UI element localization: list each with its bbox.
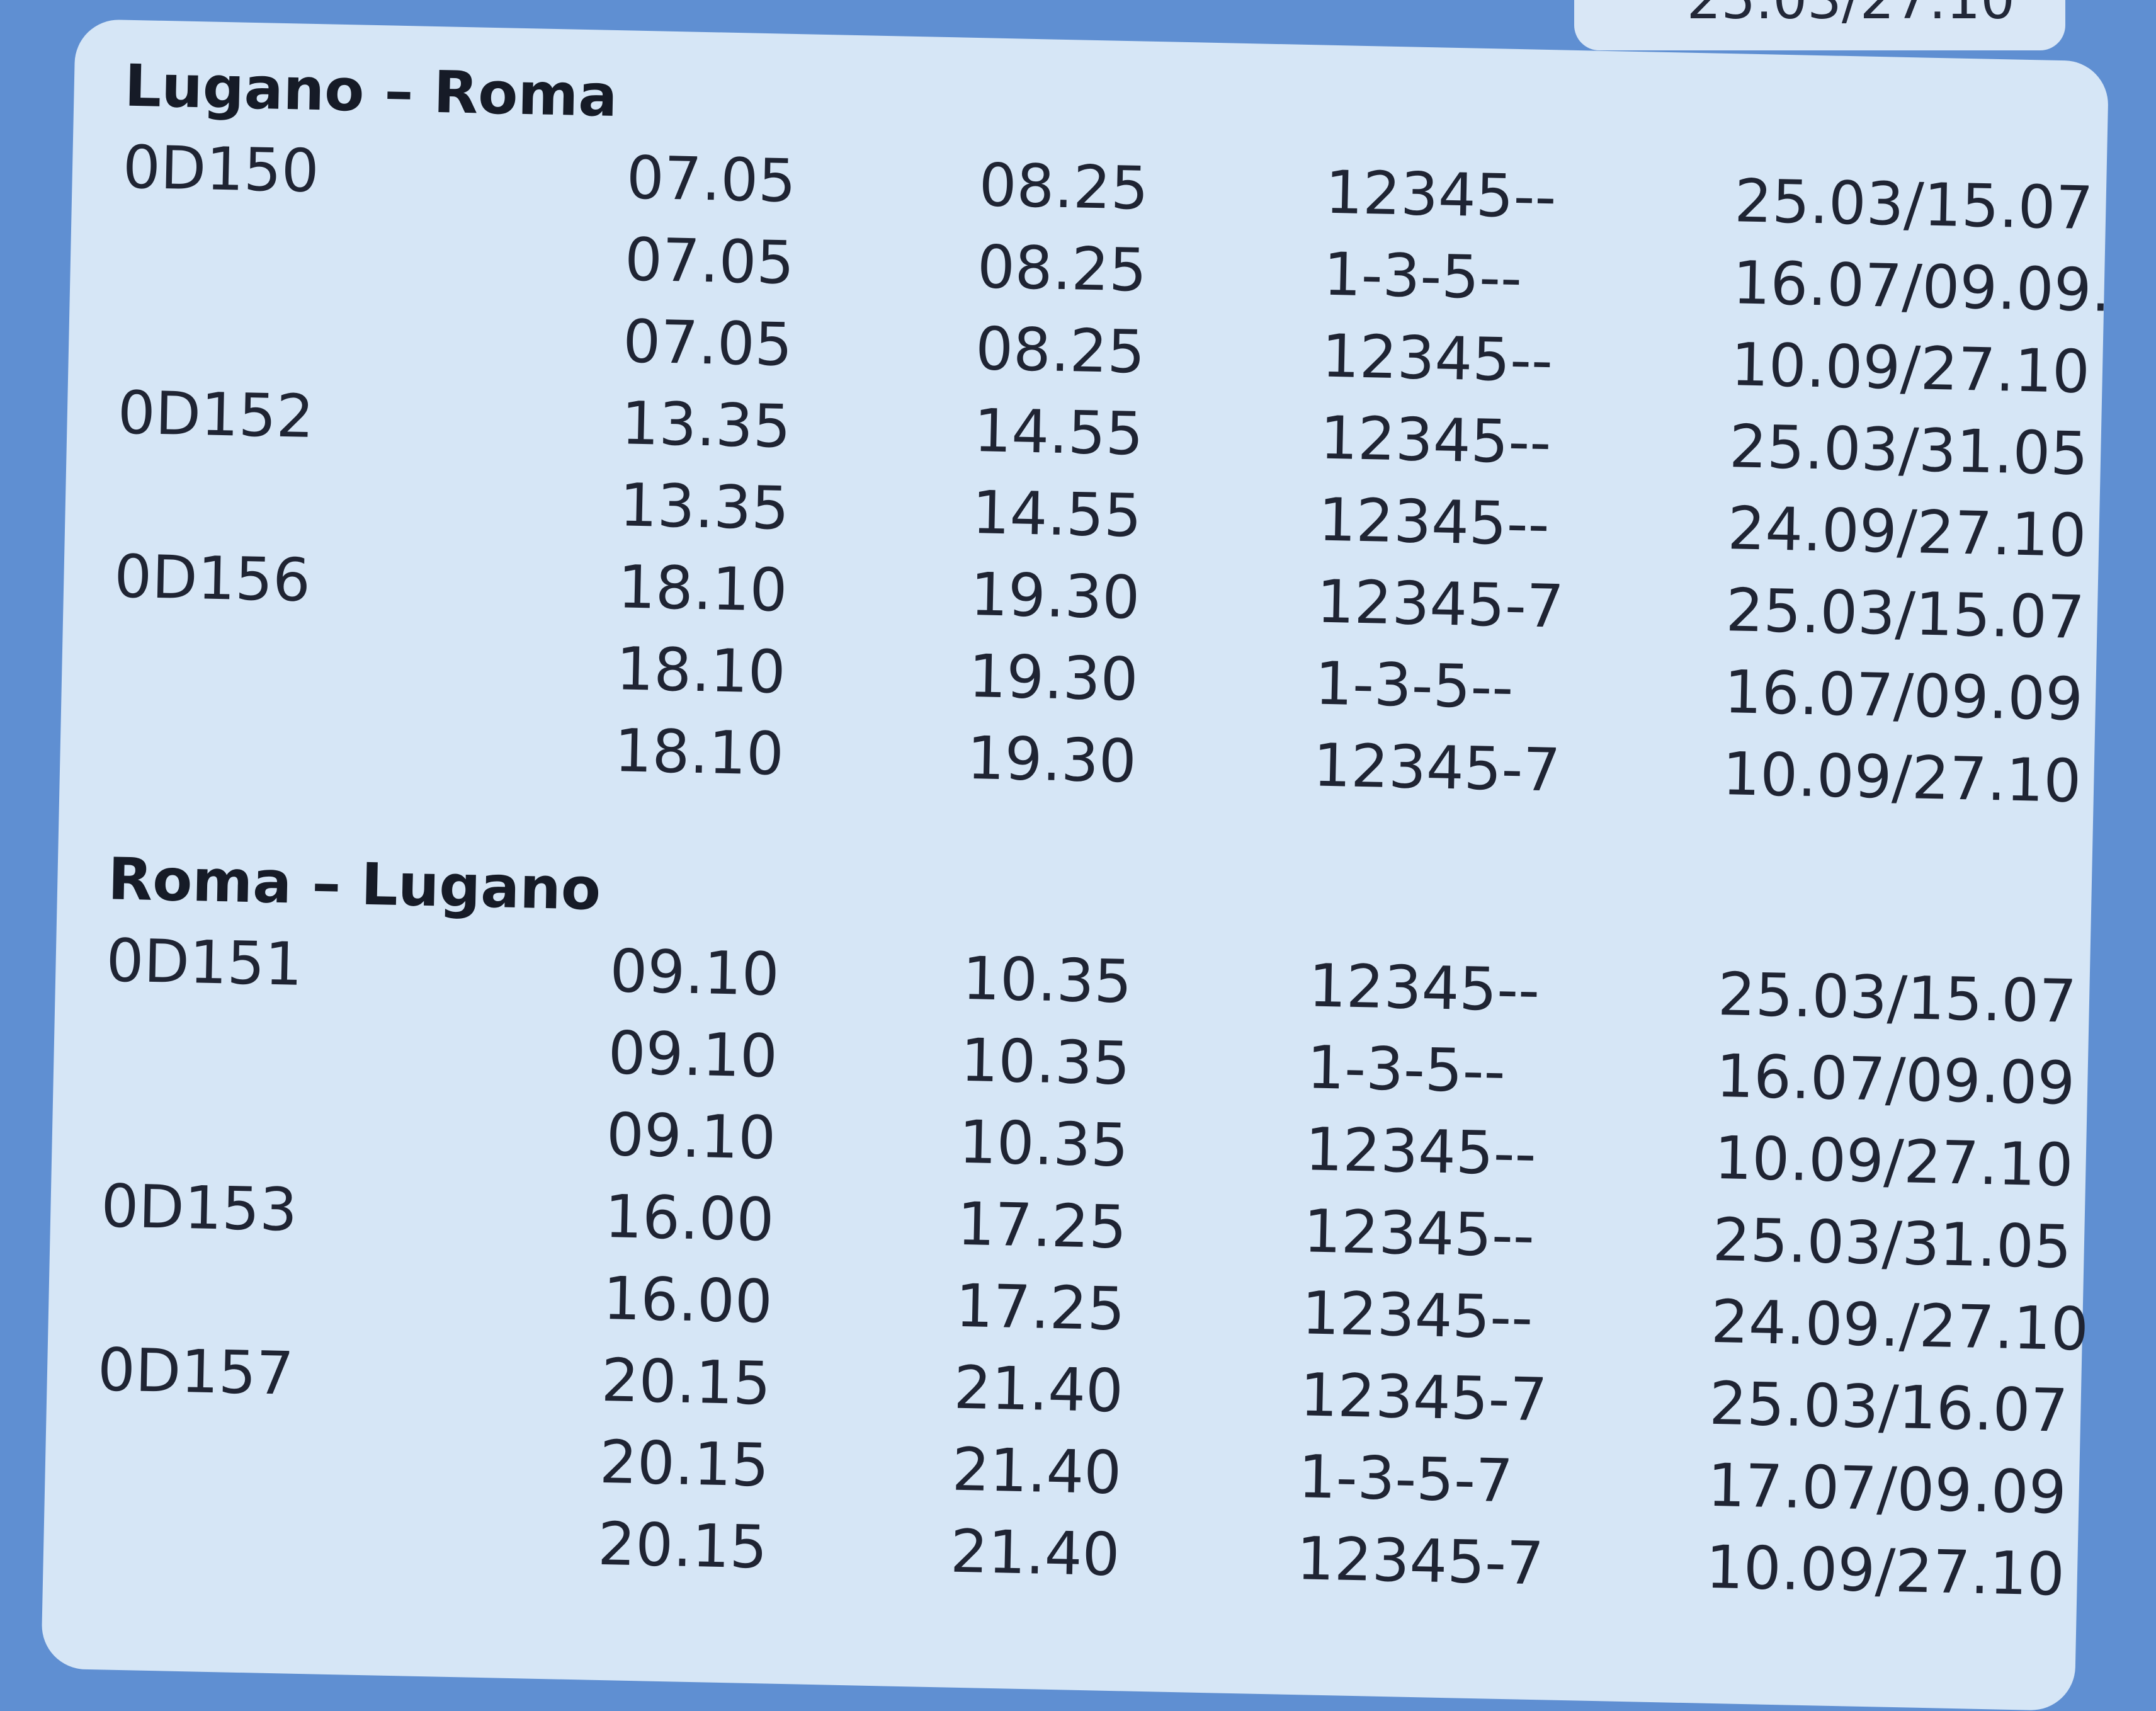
- operating-days: 12345-7: [1312, 731, 1562, 805]
- departure-time: 18.10: [615, 635, 786, 707]
- departure-time: 07.05: [625, 144, 797, 217]
- departure-time: 20.15: [599, 1428, 770, 1501]
- arrival-time: 08.25: [978, 151, 1149, 224]
- arrival-time: 21.40: [951, 1435, 1123, 1508]
- arrival-time: 08.25: [976, 233, 1148, 305]
- arrival-time: 19.30: [970, 560, 1141, 633]
- departure-time: 07.05: [624, 225, 795, 298]
- validity-period: 25.03/31.05: [1711, 1205, 2072, 1282]
- flight-number: 0D153: [100, 1172, 298, 1245]
- arrival-time: 10.35: [960, 1026, 1131, 1099]
- arrival-time: 19.30: [966, 724, 1137, 797]
- arrival-time: 14.55: [971, 479, 1143, 551]
- timetable-panel: Lugano – Roma 0D150 07.05 08.25 12345-- 25.0…: [41, 19, 2111, 1711]
- validity-period: 24.09./27.10: [1710, 1287, 2090, 1365]
- arrival-time: 17.25: [955, 1271, 1126, 1344]
- departure-time: 09.10: [605, 1101, 777, 1173]
- operating-days: 12345-7: [1299, 1361, 1548, 1435]
- validity-period: 10.09/27.10: [1730, 331, 2091, 407]
- operating-days: 1-3-5-7: [1297, 1443, 1514, 1516]
- arrival-time: 19.30: [968, 642, 1139, 715]
- departure-time: 09.10: [607, 1019, 778, 1091]
- operating-days: 12345--: [1324, 158, 1557, 232]
- validity-period: 25.03/16.07: [1708, 1369, 2069, 1446]
- validity-period: 10.09/27.10: [1713, 1123, 2074, 1200]
- departure-time: 18.10: [617, 553, 788, 625]
- validity-period: 10.09/27.10: [1722, 740, 2082, 816]
- departure-time: 16.00: [602, 1264, 773, 1337]
- operating-days: 12345--: [1304, 1115, 1537, 1189]
- arrival-time: 14.55: [973, 397, 1144, 469]
- validity-period: 16.07/09.09: [1723, 658, 2084, 734]
- arrival-time: 10.35: [962, 944, 1133, 1017]
- departure-time: 13.35: [618, 471, 790, 543]
- arrival-time: 08.25: [975, 315, 1146, 387]
- operating-days: 12345--: [1317, 486, 1550, 560]
- validity-period: 16.07/09.09: [1715, 1042, 2076, 1118]
- departure-time: 20.15: [600, 1346, 772, 1419]
- section-lugano-roma: Lugano – Roma 0D150 07.05 08.25 12345-- 25.0…: [60, 44, 2111, 823]
- departure-time: 16.00: [604, 1183, 775, 1255]
- departure-time: 07.05: [622, 307, 793, 380]
- section-roma-lugano: Roma – Lugano 0D151 09.10 10.35 12345-- 25.0…: [43, 838, 2092, 1617]
- validity-period: 25.03/15.07: [1725, 576, 2085, 653]
- operating-days: 12345--: [1301, 1279, 1534, 1353]
- flight-number: 0D156: [113, 542, 312, 615]
- validity-period: 10.09/27.10: [1705, 1533, 2065, 1610]
- departure-time: 20.15: [597, 1509, 768, 1583]
- arrival-time: 21.40: [950, 1517, 1121, 1590]
- validity-period: 24.09/27.10: [1727, 494, 2087, 571]
- flight-number: 0D152: [116, 378, 315, 452]
- flight-number: 0D151: [105, 926, 304, 999]
- operating-days: 12345-7: [1296, 1525, 1545, 1599]
- validity-period: 16.07/09.09.: [1732, 249, 2111, 326]
- departure-time: 18.10: [613, 717, 785, 789]
- period-text: 25.03/27.10: [1686, 0, 2015, 31]
- operating-days: 12345--: [1308, 952, 1541, 1026]
- operating-days: 1-3-5--: [1306, 1033, 1506, 1106]
- arrival-time: 10.35: [958, 1108, 1130, 1181]
- operating-days: 1-3-5--: [1314, 649, 1514, 723]
- departure-time: 13.35: [620, 389, 791, 462]
- arrival-time: 21.40: [953, 1353, 1124, 1426]
- validity-period: 17.07/09.09: [1706, 1451, 2067, 1528]
- flight-number: 0D157: [96, 1336, 295, 1409]
- operating-days: 12345-7: [1315, 567, 1565, 642]
- arrival-time: 17.25: [956, 1190, 1128, 1263]
- departure-time: 09.10: [609, 937, 780, 1009]
- operating-days: 1-3-5--: [1322, 240, 1523, 314]
- previous-table-tab: 25.03/27.10: [1574, 0, 2065, 50]
- operating-days: 12345--: [1302, 1197, 1536, 1271]
- validity-period: 25.03/15.07: [1716, 960, 2078, 1037]
- operating-days: 12345--: [1321, 322, 1554, 396]
- validity-period: 25.03/15.07: [1733, 167, 2094, 244]
- validity-period: 25.03/31.05: [1728, 412, 2089, 489]
- operating-days: 12345--: [1319, 404, 1552, 478]
- flight-number: 0D150: [122, 133, 320, 207]
